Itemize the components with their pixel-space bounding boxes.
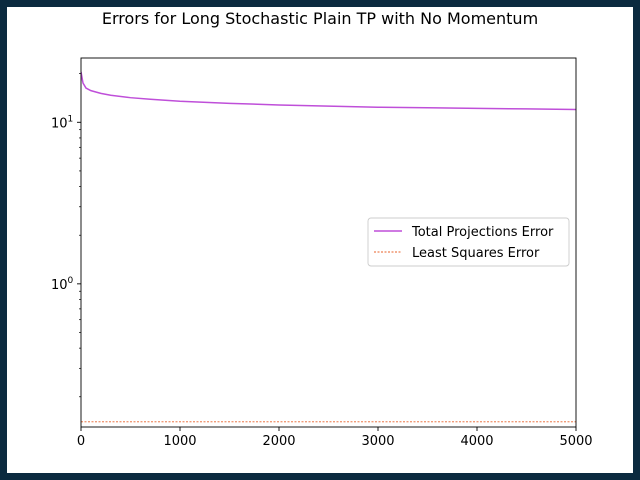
chart-title: Errors for Long Stochastic Plain TP with… xyxy=(102,9,538,28)
legend-box xyxy=(367,217,570,267)
x-tick-label: 4000 xyxy=(460,434,493,449)
legend-label-0: Total Projections Error xyxy=(411,225,554,240)
x-tick-label: 2000 xyxy=(262,434,295,449)
y-tick-label: 101 xyxy=(51,114,73,131)
plot-frame xyxy=(80,57,577,428)
x-tick-label: 3000 xyxy=(361,434,394,449)
x-tick-label: 1000 xyxy=(163,434,196,449)
x-tick-label: 5000 xyxy=(559,434,592,449)
x-tick-label: 0 xyxy=(77,434,85,449)
series-line-0 xyxy=(81,71,576,111)
y-tick-label: 100 xyxy=(51,276,74,293)
legend-label-1: Least Squares Error xyxy=(412,246,540,261)
chart-canvas: Errors for Long Stochastic Plain TP with… xyxy=(51,9,593,449)
chart-figure: Errors for Long Stochastic Plain TP with… xyxy=(7,7,633,473)
